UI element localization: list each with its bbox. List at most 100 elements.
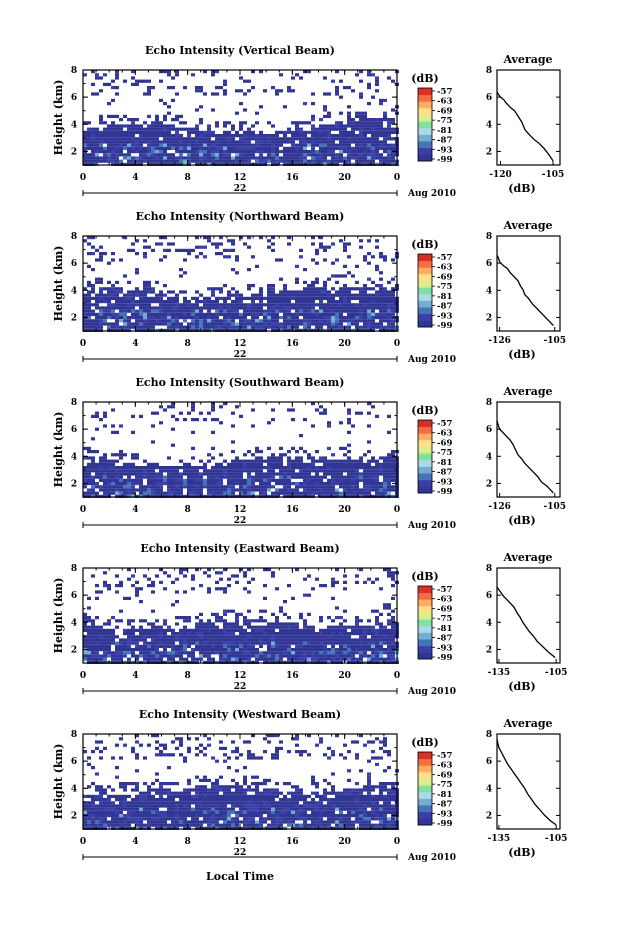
heatmap-cell [111,322,115,325]
heatmap-cell [119,424,123,427]
heatmap-cell [287,450,291,453]
colorbar-swatch [418,433,432,440]
heatmap-cell [223,89,227,92]
heatmap-cell [151,153,155,156]
heatmap-cell [271,290,275,293]
heatmap-cell [199,622,203,625]
heatmap-cell [291,290,295,293]
heatmap-cell [375,144,379,147]
heatmap-cell [127,469,131,472]
heatmap-cell [275,456,279,459]
heatmap-cell [303,626,307,629]
heatmap-cell [251,255,255,258]
heatmap-cell [239,150,243,153]
heatmap-cell [159,479,163,482]
heatmap-cell [135,581,139,584]
heatmap-cell [387,303,391,306]
heatmap-cell [339,626,343,629]
heatmap-cell [291,492,295,495]
heatmap-cell [351,274,355,277]
heatmap-cell [231,450,235,453]
heatmap-cell [199,153,203,156]
heatmap-cell [243,619,247,622]
heatmap-cell [291,150,295,153]
heatmap-cell [319,629,323,632]
heatmap-cell [91,147,95,150]
heatmap-cell [275,638,279,641]
heatmap-cell [295,485,299,488]
heatmap-cell [199,645,203,648]
heatmap-cell [311,160,315,163]
heatmap-cell [299,456,303,459]
heatmap-cell [183,642,187,645]
heatmap-cell [171,99,175,102]
heatmap-cell [167,472,171,475]
heatmap-cell [151,412,155,415]
heatmap-cell [159,492,163,495]
heatmap-cell [279,632,283,635]
heatmap-cell [299,160,303,163]
heatmap-cell [379,131,383,134]
heatmap-cell [315,319,319,322]
heatmap-cell [139,479,143,482]
heatmap-cell [151,642,155,645]
heatmap-cell [243,574,247,577]
heatmap-cell [331,310,335,313]
heatmap-cell [379,99,383,102]
heatmap-cell [367,160,371,163]
heatmap-cell [371,124,375,127]
heatmap-cell [267,144,271,147]
heatmap-cell [275,140,279,143]
heatmap-cell [319,460,323,463]
heatmap-cell [171,303,175,306]
heatmap-cell [295,629,299,632]
heatmap-cell [91,150,95,153]
heatmap-cell [103,128,107,131]
heatmap-cell [199,150,203,153]
heatmap-cell [99,316,103,319]
heatmap-cell [391,469,395,472]
heatmap-cell [339,635,343,638]
heatmap-cell [131,322,135,325]
colorbar-tick-label: -63 [437,263,452,273]
heatmap-cell [291,121,295,124]
heatmap-cell [235,629,239,632]
heatmap-cell [151,584,155,587]
heatmap-cell [383,492,387,495]
heatmap-cell [223,488,227,491]
heatmap-cell [163,102,167,105]
heatmap-cell [191,131,195,134]
heatmap-cell [171,629,175,632]
heatmap-cell [315,249,319,252]
heatmap-cell [331,242,335,245]
heatmap-cell [343,460,347,463]
avg-y-tick-label: 6 [486,425,492,435]
heatmap-cell [239,313,243,316]
heatmap-cell [107,281,111,284]
heatmap-cell [379,153,383,156]
heatmap-cell [271,86,275,89]
heatmap-cell [171,118,175,121]
heatmap-cell [331,144,335,147]
heatmap-cell [131,648,135,651]
heatmap-cell [379,140,383,143]
heatmap-cell [167,160,171,163]
heatmap-cell [203,463,207,466]
heatmap-cell [239,124,243,127]
heatmap-cell [331,306,335,309]
heatmap-cell [167,456,171,459]
heatmap-cell [303,594,307,597]
heatmap-cell [111,140,115,143]
heatmap-cell [171,472,175,475]
heatmap-cell [311,469,315,472]
heatmap-cell [327,466,331,469]
heatmap-cell [91,319,95,322]
heatmap-cell [367,629,371,632]
heatmap-cell [227,584,231,587]
heatmap-cell [123,469,127,472]
heatmap-cell [215,92,219,95]
heatmap-cell [227,156,231,159]
heatmap-cell [207,629,211,632]
heatmap-cell [179,290,183,293]
heatmap-cell [375,463,379,466]
